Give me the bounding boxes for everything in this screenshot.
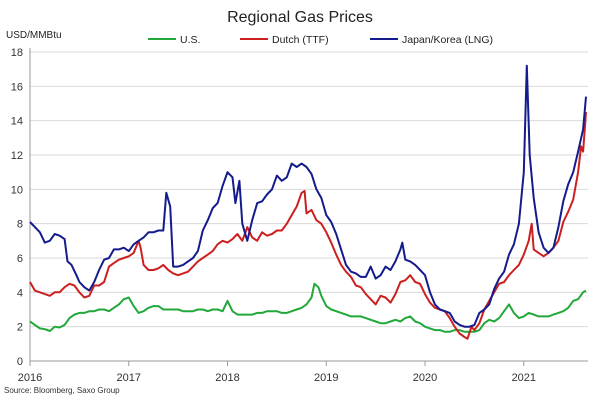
chart-legend: U.S. Dutch (TTF) Japan/Korea (LNG) <box>148 34 493 46</box>
axes <box>29 48 588 366</box>
gridlines <box>30 51 588 362</box>
series-lines <box>29 64 587 340</box>
x-tick-label: 2016 <box>18 372 42 384</box>
series-line-0 <box>29 282 587 333</box>
source-note: Source: Bloomberg, Saxo Group <box>4 386 120 395</box>
y-tick-label: 10 <box>11 184 23 196</box>
y-tick-label: 6 <box>17 253 23 265</box>
series-line-2 <box>29 64 587 328</box>
x-tick-label: 2020 <box>413 372 437 384</box>
series-line-1 <box>29 112 587 340</box>
y-tick-label: 2 <box>17 322 23 334</box>
y-tick-label: 12 <box>11 150 23 162</box>
x-tick-label: 2019 <box>314 372 338 384</box>
y-tick-label: 8 <box>17 219 23 231</box>
legend-label-1: Dutch (TTF) <box>272 34 329 46</box>
legend-label-0: U.S. <box>180 34 200 46</box>
x-tick-label: 2018 <box>215 372 239 384</box>
y-tick-label: 18 <box>11 47 23 59</box>
y-axis-label: USD/MMBtu <box>6 30 62 41</box>
x-tick-labels: 2016 2017 2018 2019 2020 2021 <box>18 372 536 384</box>
legend-label-2: Japan/Korea (LNG) <box>402 34 493 46</box>
x-tick-label: 2021 <box>512 372 536 384</box>
x-tick-label: 2017 <box>117 372 141 384</box>
chart-title: Regional Gas Prices <box>227 9 373 26</box>
y-tick-label: 14 <box>11 116 23 128</box>
y-tick-label: 0 <box>17 356 23 368</box>
y-tick-labels: 0 2 4 6 8 10 12 14 16 18 <box>11 47 23 368</box>
y-tick-label: 16 <box>11 81 23 93</box>
y-tick-label: 4 <box>17 287 23 299</box>
